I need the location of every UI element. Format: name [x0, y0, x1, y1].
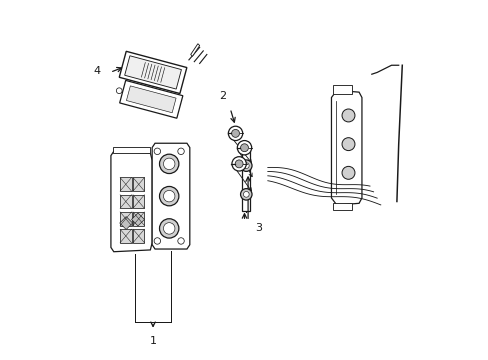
- Circle shape: [243, 192, 249, 197]
- Polygon shape: [126, 86, 176, 113]
- Polygon shape: [120, 80, 183, 118]
- Circle shape: [235, 160, 243, 168]
- Bar: [133, 195, 144, 208]
- Circle shape: [240, 189, 251, 200]
- Circle shape: [341, 109, 354, 122]
- Polygon shape: [111, 151, 152, 252]
- Circle shape: [231, 157, 246, 171]
- Circle shape: [231, 130, 239, 137]
- Polygon shape: [119, 51, 186, 94]
- Bar: [133, 229, 144, 243]
- Bar: [120, 195, 131, 208]
- Circle shape: [237, 140, 251, 155]
- Bar: [333, 85, 351, 94]
- Circle shape: [240, 144, 248, 152]
- Circle shape: [243, 163, 249, 168]
- Circle shape: [159, 186, 179, 206]
- Bar: [133, 177, 144, 191]
- Circle shape: [341, 138, 354, 150]
- Text: 4: 4: [94, 66, 101, 76]
- Bar: [120, 212, 131, 226]
- Circle shape: [154, 238, 160, 244]
- Circle shape: [154, 148, 160, 154]
- Circle shape: [178, 238, 184, 244]
- Polygon shape: [331, 90, 361, 205]
- Bar: [120, 229, 131, 243]
- Text: 3: 3: [255, 223, 262, 233]
- Bar: [133, 212, 144, 226]
- Circle shape: [341, 166, 354, 179]
- Text: 2: 2: [219, 91, 226, 101]
- Polygon shape: [152, 143, 189, 249]
- Bar: [242, 149, 250, 211]
- Circle shape: [240, 160, 251, 171]
- Text: 1: 1: [149, 336, 156, 346]
- Circle shape: [163, 158, 175, 170]
- Circle shape: [159, 154, 179, 174]
- Bar: [120, 177, 131, 191]
- Polygon shape: [131, 213, 144, 226]
- Circle shape: [163, 223, 175, 234]
- Circle shape: [159, 219, 179, 238]
- Circle shape: [228, 126, 242, 140]
- Polygon shape: [120, 217, 132, 229]
- Bar: [333, 203, 351, 211]
- Polygon shape: [190, 44, 199, 56]
- Circle shape: [178, 148, 184, 154]
- Polygon shape: [124, 56, 181, 89]
- Circle shape: [163, 190, 175, 202]
- Bar: [112, 147, 150, 153]
- Circle shape: [116, 88, 122, 94]
